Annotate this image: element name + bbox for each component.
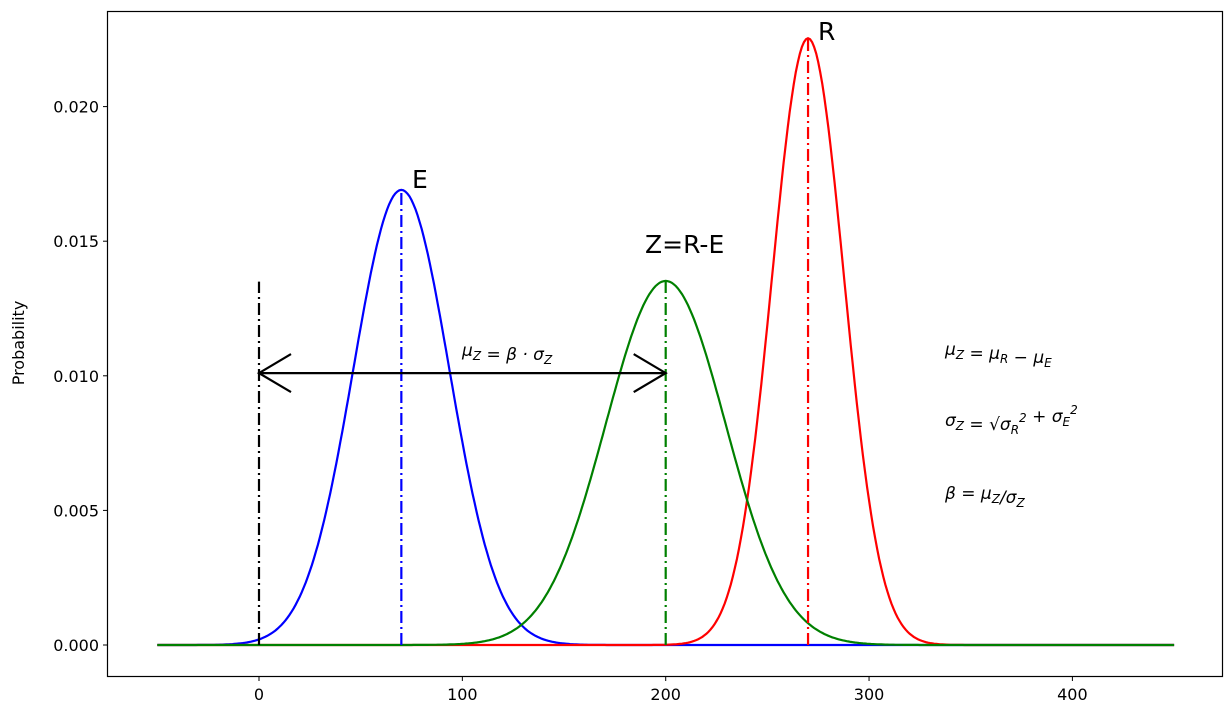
y-tick-label: 0.015 [53,232,99,251]
axes-frame [106,10,1224,678]
x-tick-label: 0 [254,685,264,704]
y-axis-label: Probability [9,301,28,386]
y-tick-label: 0.000 [53,636,99,655]
arrowhead-right [633,353,668,394]
x-tick-label: 300 [854,685,885,704]
formula-0: μZ = μR − μE [944,340,1052,370]
formula-1: σZ = √σR2 + σE2 [945,403,1078,437]
curve-label-E: E [412,165,428,194]
formula-2: β = μZ/σZ [944,484,1025,510]
arrow-label: μZ = β · σZ [461,341,553,367]
curve-label-Z: Z=R-E [645,230,724,259]
curve-label-R: R [818,17,835,46]
arrowhead-left [256,353,292,394]
y-tick-label: 0.020 [53,98,99,117]
y-tick-label: 0.005 [53,501,99,520]
curve-Z [157,279,1175,647]
x-tick-label: 400 [1057,685,1088,704]
x-tick-label: 200 [650,685,681,704]
y-tick-label: 0.010 [53,367,99,386]
x-tick-label: 100 [447,685,478,704]
